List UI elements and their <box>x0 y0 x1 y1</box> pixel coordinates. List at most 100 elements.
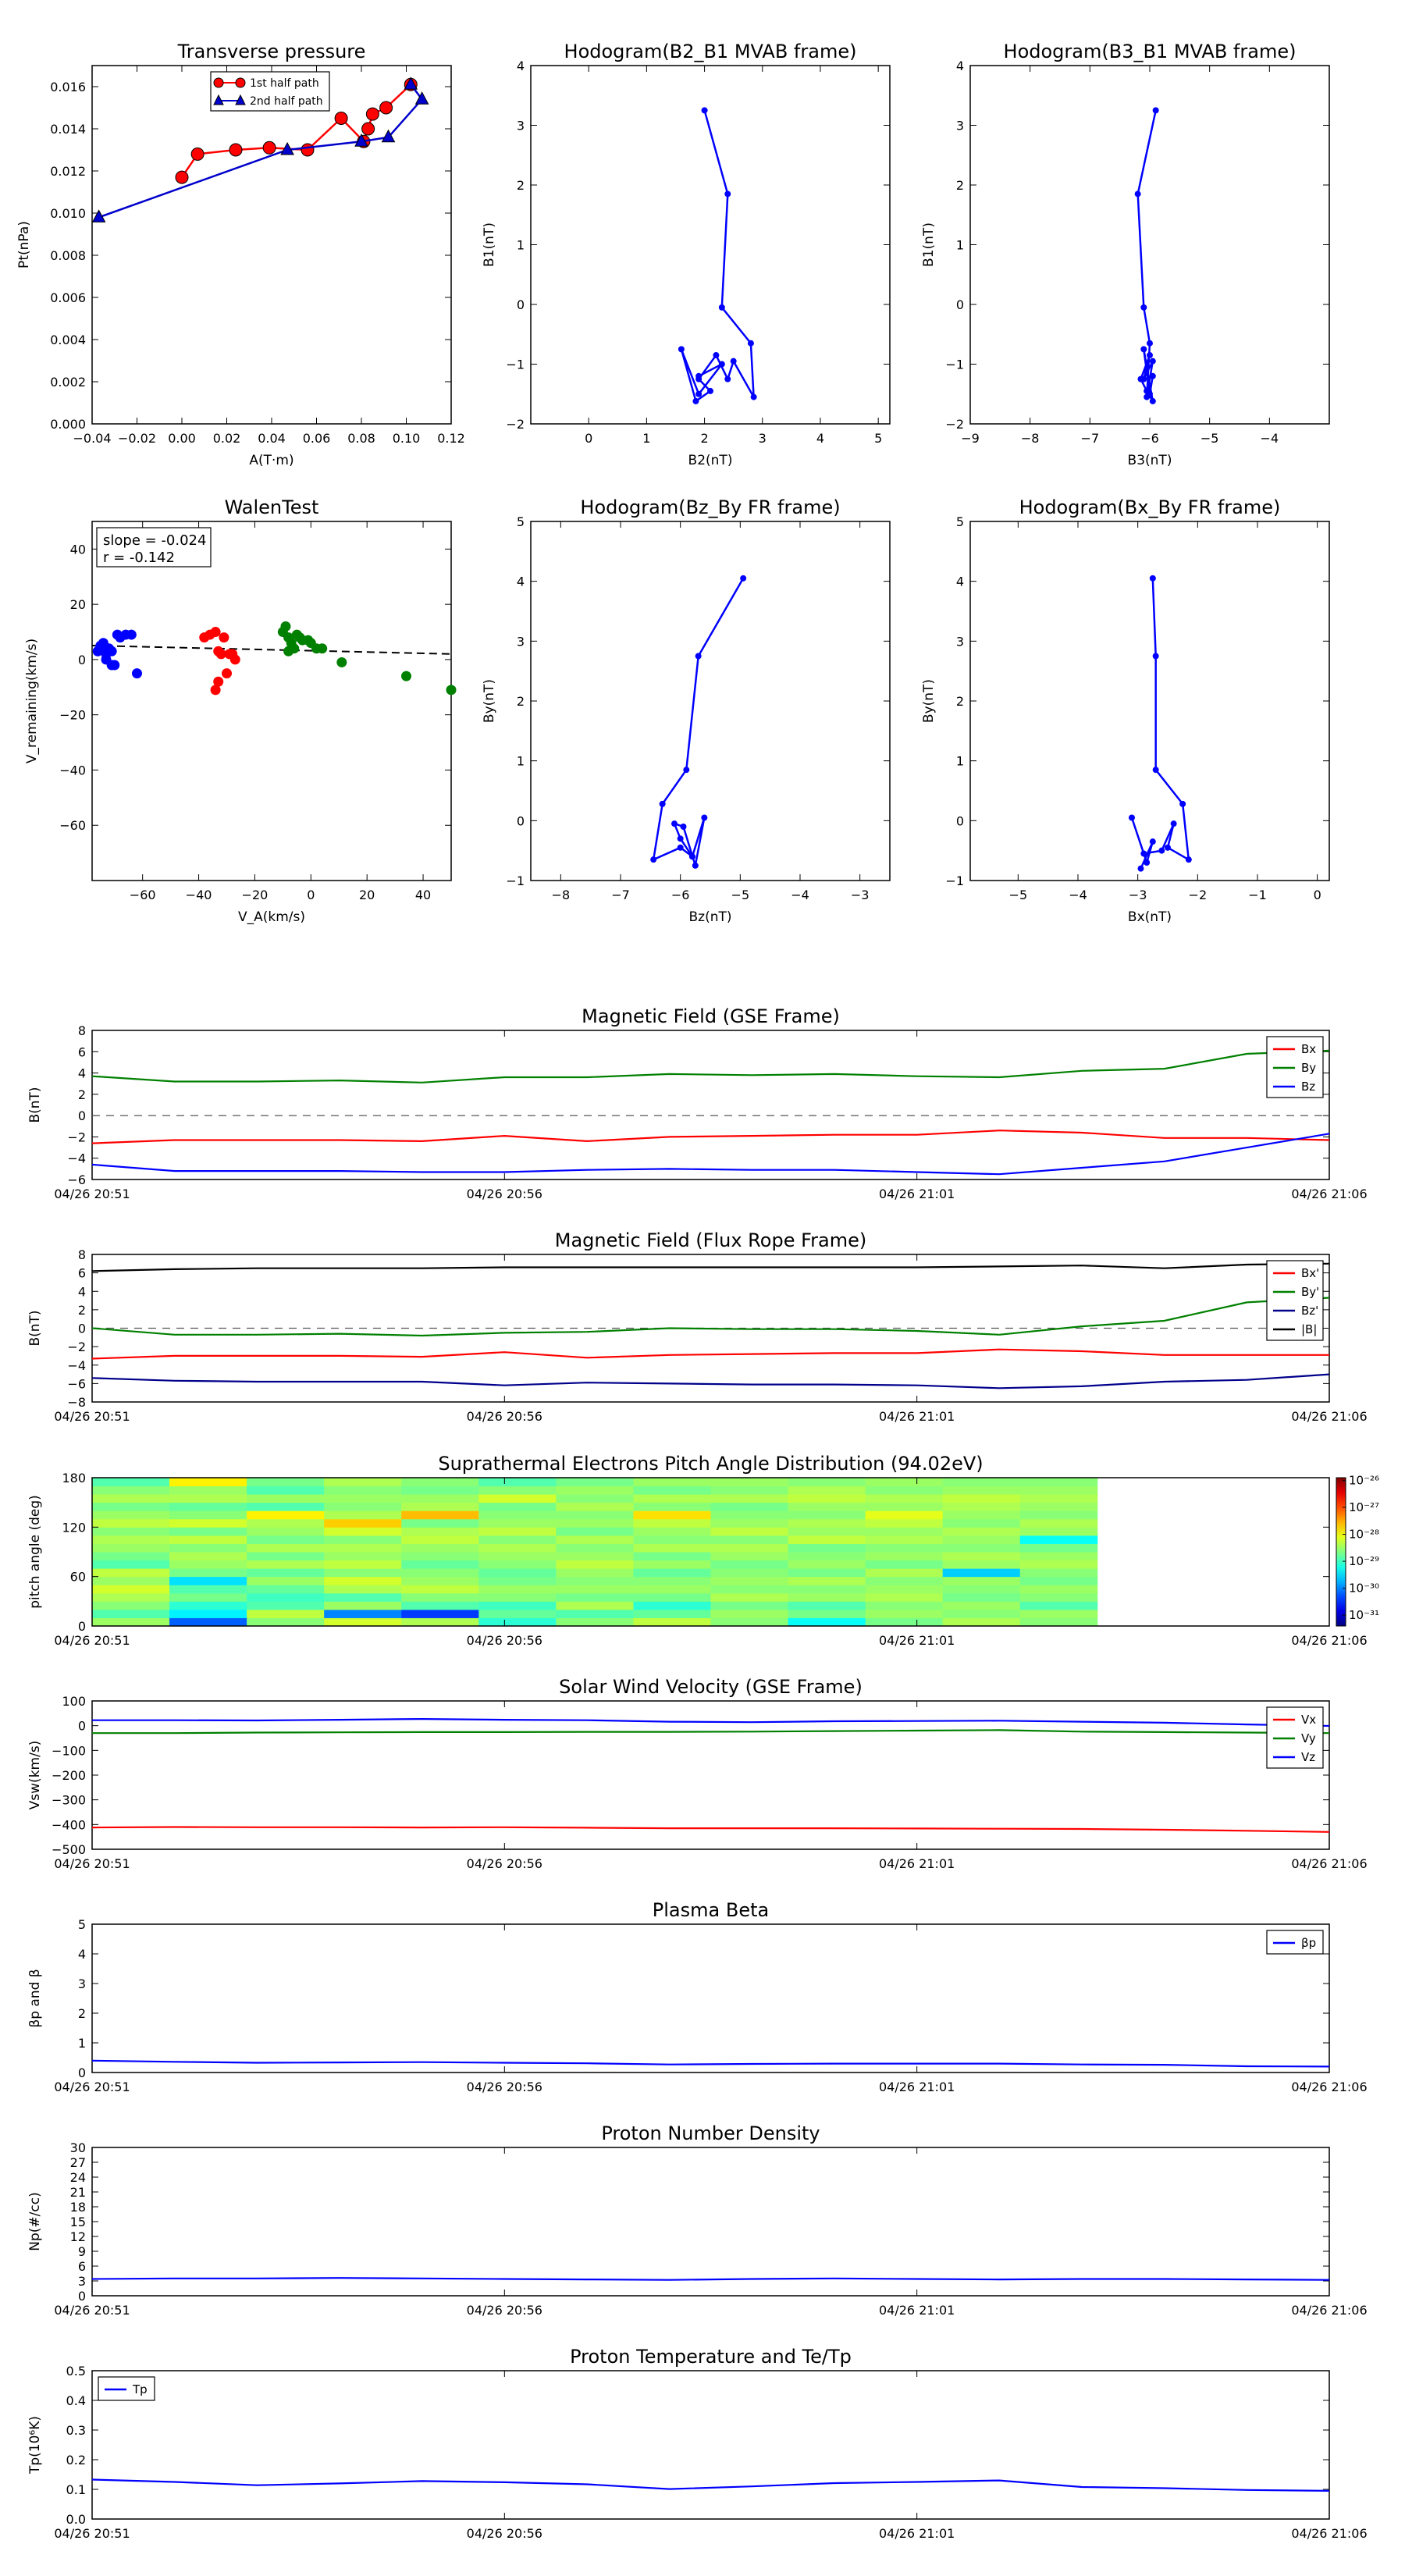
y-axis-label: Np(#/cc) <box>27 2192 43 2250</box>
heatmap-cell <box>788 1617 866 1627</box>
heatmap-cell <box>633 1592 711 1602</box>
y-tick-label: 40 <box>70 542 86 557</box>
heatmap-cell <box>169 1478 247 1487</box>
pitch-angle-heatmap: Suprathermal Electrons Pitch Angle Distr… <box>27 1453 1379 1648</box>
y-tick-label: −60 <box>59 818 86 833</box>
series-line <box>91 1130 1330 1144</box>
heatmap-cell <box>478 1576 557 1585</box>
heatmap-cell <box>710 1609 789 1618</box>
heatmap-cell <box>1019 1576 1098 1585</box>
y-tick-label: 5 <box>956 514 964 529</box>
heatmap-cell <box>324 1510 402 1520</box>
heatmap-cell <box>169 1485 247 1495</box>
data-point <box>1152 107 1159 114</box>
x-tick-label: 0.12 <box>437 431 465 446</box>
y-axis-label: B(nT) <box>27 1310 43 1346</box>
y-tick-label: 0.012 <box>50 164 86 179</box>
heatmap-cell <box>92 1552 170 1561</box>
heatmap-cell <box>788 1510 866 1520</box>
data-point <box>695 653 702 660</box>
y-axis-label: pitch angle (deg) <box>27 1495 43 1609</box>
heatmap-cell <box>556 1560 634 1569</box>
chart-title: Transverse pressure <box>177 41 366 62</box>
x-tick-label: −40 <box>186 888 212 902</box>
heatmap-cell <box>247 1576 325 1585</box>
y-tick-label: −4 <box>67 1358 86 1373</box>
heatmap-cell <box>710 1502 789 1511</box>
data-point <box>1140 304 1147 311</box>
heatmap-cell <box>169 1617 247 1627</box>
heatmap-cell <box>710 1485 789 1495</box>
heatmap-cell <box>865 1560 944 1569</box>
heatmap-cell <box>247 1527 325 1536</box>
data-point <box>701 814 708 821</box>
heatmap-cell <box>865 1592 944 1602</box>
heatmap-cell <box>865 1527 944 1536</box>
heatmap-cell <box>92 1609 170 1618</box>
data-point <box>707 387 713 394</box>
heatmap-cell <box>1019 1502 1098 1511</box>
heatmap-cell <box>247 1560 325 1569</box>
legend: Bx' By' Bz' |B| <box>1266 1260 1324 1341</box>
chart-title: WalenTest <box>225 496 319 518</box>
heatmap-cell <box>247 1494 325 1503</box>
y-tick-label: 0.1 <box>66 2482 86 2497</box>
x-tick-label: 1 <box>642 431 650 446</box>
y-tick-label: 0.000 <box>50 417 86 432</box>
heatmap-cell <box>478 1543 557 1553</box>
heatmap-cell <box>942 1552 1021 1561</box>
y-tick-label: 18 <box>70 2200 86 2215</box>
data-point <box>1152 653 1159 660</box>
data-point <box>1149 397 1156 404</box>
x-axis-label: Bx(nT) <box>1128 909 1172 925</box>
legend-label: Vy <box>1301 1731 1316 1745</box>
y-tick-label: 0 <box>78 1619 86 1634</box>
heatmap-cell <box>169 1560 247 1569</box>
data-point <box>404 76 418 90</box>
data-point <box>210 627 221 638</box>
y-tick-label: 4 <box>517 575 525 589</box>
data-point <box>1144 859 1151 866</box>
x-tick-label: 04/26 20:51 <box>54 1409 130 1424</box>
heatmap-cell <box>1019 1585 1098 1594</box>
series-line <box>91 1297 1330 1337</box>
heatmap-cell <box>1019 1485 1098 1495</box>
heatmap-cell <box>92 1568 170 1578</box>
plot-frame <box>969 65 1330 425</box>
y-axis-label: Vsw(km/s) <box>27 1741 43 1810</box>
heatmap-cell <box>401 1535 479 1544</box>
data-point <box>1134 190 1141 197</box>
time-series-chart: Magnetic Field (GSE Frame) −6 −4 −2 0 2 4 6 8 04/… <box>27 1005 1368 1201</box>
data-point <box>210 685 221 696</box>
y-axis-label: Pt(nPa) <box>16 221 32 269</box>
heatmap-cell <box>788 1535 866 1544</box>
data-point <box>747 340 754 347</box>
y-axis-label: By(nT) <box>921 679 937 723</box>
data-point <box>414 91 429 105</box>
x-tick-label: 2 <box>700 431 708 446</box>
y-tick-label: 0.004 <box>50 333 86 347</box>
heatmap-cell <box>788 1560 866 1569</box>
y-tick-label: −200 <box>52 1768 86 1783</box>
series-line <box>91 1373 1330 1389</box>
legend-label: Bz' <box>1301 1304 1318 1318</box>
heatmap-cell <box>556 1609 634 1618</box>
series-line <box>92 1718 1330 1727</box>
y-tick-label: 4 <box>956 59 964 73</box>
heatmap-cell <box>92 1494 170 1503</box>
x-tick-label: 04/26 20:51 <box>54 2526 130 2541</box>
x-tick-label: 0 <box>1314 888 1321 902</box>
heatmap-cell <box>92 1543 170 1553</box>
heatmap-cell <box>401 1592 479 1602</box>
y-tick-label: 15 <box>70 2215 86 2229</box>
heatmap-cell <box>633 1510 711 1520</box>
x-tick-label: 04/26 20:51 <box>54 2303 130 2318</box>
annotation-text: slope = -0.024 <box>103 532 206 549</box>
legend-label: Bz <box>1301 1080 1315 1094</box>
heatmap-cell <box>169 1494 247 1503</box>
data-point <box>1149 838 1156 845</box>
x-tick-label: 04/26 20:56 <box>467 1409 542 1424</box>
heatmap-cell <box>1019 1535 1098 1544</box>
data-point <box>101 654 112 665</box>
y-tick-label: −400 <box>52 1817 86 1832</box>
